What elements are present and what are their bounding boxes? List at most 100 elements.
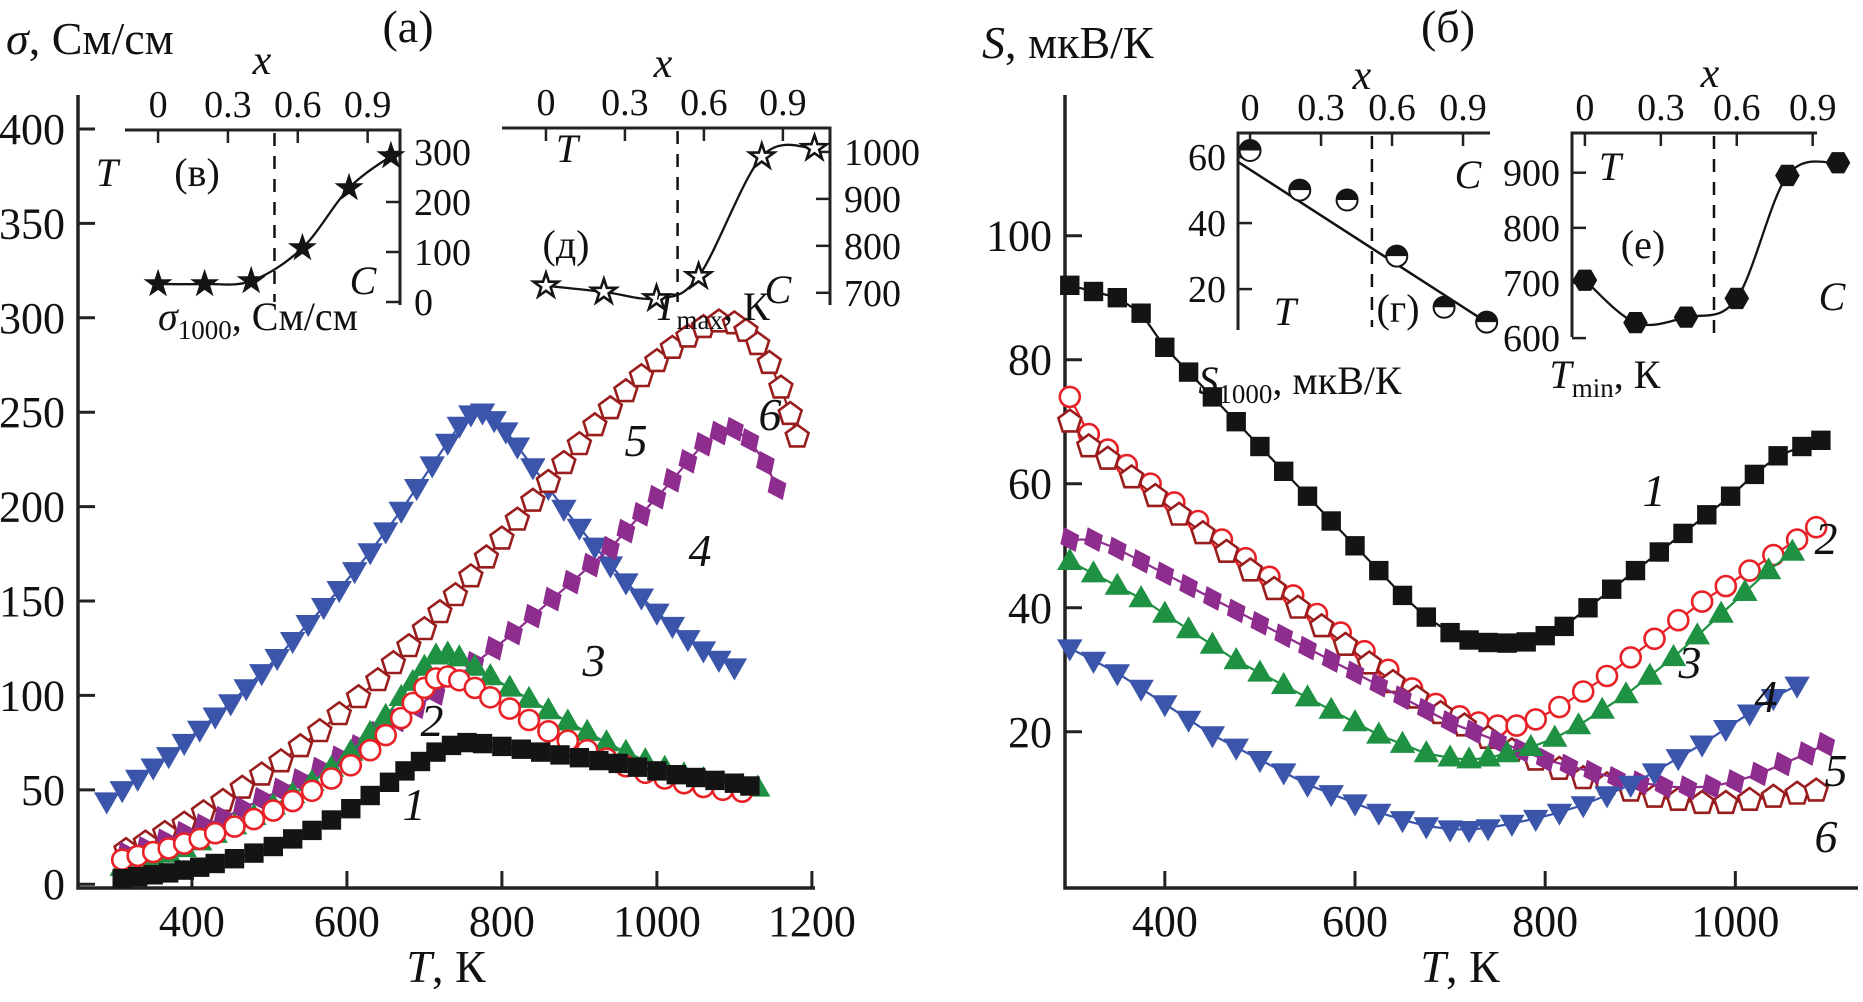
panel-b-ylabel-units: , мкВ/К — [1005, 17, 1154, 68]
inset-d: Tmax, К — [502, 126, 832, 335]
panel-a-ylabel-units: , См/см — [28, 13, 174, 64]
panel-a-x-tick: 1000 — [613, 897, 701, 946]
svg-text:100: 100 — [414, 232, 471, 274]
svg-text:700: 700 — [1503, 263, 1560, 305]
panel-b-xlabel-symbol: T — [1420, 941, 1446, 992]
svg-text:900: 900 — [844, 179, 901, 221]
svg-text:300: 300 — [414, 132, 471, 174]
svg-text:800: 800 — [844, 226, 901, 268]
panel-a-y-tick: 250 — [0, 388, 65, 437]
panel-b-series-2 — [1058, 385, 1828, 737]
panel-a-y-tick: 300 — [0, 294, 65, 343]
inset-d-x-tick: 0.6 — [680, 82, 728, 124]
inset-v-letter: (в) — [174, 150, 220, 195]
panel-a-y-tick: 400 — [0, 105, 65, 154]
curve-label-a-1: 1 — [403, 779, 426, 830]
panel-a-x-tick: 400 — [159, 897, 225, 946]
panel-a-series-4 — [93, 403, 748, 815]
inset-g-x-tick: 0 — [1241, 87, 1260, 129]
panel-a-y-tick: 100 — [0, 671, 65, 720]
inset-d-sub-label: Tmax, К — [654, 284, 770, 335]
curve-label-b-6: 6 — [1815, 811, 1838, 862]
panel-b-label: (б) — [1420, 1, 1476, 52]
panel-b-xlabel: T, К — [1420, 940, 1499, 993]
inset-e: Tmin, К — [1550, 131, 1851, 403]
panel-a-ylabel: σ, См/см — [6, 12, 174, 65]
panel-a-series-1 — [112, 732, 760, 889]
inset-e-x-title: x — [1700, 51, 1720, 97]
curve-label-a-5: 5 — [625, 415, 648, 466]
inset-d-x-title: x — [653, 41, 673, 87]
panel-b-series-1 — [1060, 275, 1831, 653]
svg-text:C: C — [765, 267, 793, 312]
svg-text:20: 20 — [1188, 269, 1226, 311]
curve-label-b-2: 2 — [1815, 513, 1838, 564]
inset-v-x-tick: 0.9 — [344, 84, 392, 126]
panel-b-series-5 — [1060, 527, 1836, 800]
panel-a-label: (а) — [382, 1, 434, 52]
inset-v-x-tick: 0.6 — [274, 84, 322, 126]
panel-b — [1056, 95, 1858, 890]
panel-b-xlabel-units: , К — [1445, 941, 1500, 992]
inset-e-sub-label: Tmin, К — [1550, 352, 1661, 403]
inset-e-letter: (е) — [1621, 222, 1665, 267]
panel-a-xlabel-units: , К — [431, 941, 486, 992]
curve-label-b-1: 1 — [1643, 465, 1666, 516]
inset-g-x-title: x — [1352, 53, 1372, 99]
inset-g-x-tick: 0.6 — [1368, 87, 1416, 129]
inset-d-x-tick: 0 — [536, 82, 555, 124]
panel-b-y-tick: 20 — [1008, 708, 1052, 757]
panel-a-y-tick: 350 — [0, 199, 65, 248]
inset-d-x-tick: 0.3 — [601, 82, 649, 124]
inset-v: σ1000, См/см — [125, 128, 406, 345]
inset-v-x-tick: 0.3 — [204, 84, 252, 126]
panel-a-xlabel: T, К — [406, 940, 485, 993]
panel-a-y-tick: 0 — [43, 860, 65, 909]
panel-b-x-tick: 600 — [1322, 897, 1388, 946]
curve-label-a-2: 2 — [421, 695, 444, 746]
curve-label-a-3: 3 — [582, 635, 606, 686]
svg-text:200: 200 — [414, 182, 471, 224]
curve-label-b-4: 4 — [1755, 671, 1778, 722]
inset-e-x-tick: 0.3 — [1637, 87, 1685, 129]
curve-label-b-3: 3 — [1678, 637, 1702, 688]
panel-b-x-tick: 1000 — [1691, 897, 1779, 946]
panel-a-ylabel-symbol: σ — [6, 13, 29, 64]
curve-label-a-4: 4 — [689, 525, 712, 576]
svg-text:900: 900 — [1503, 153, 1560, 195]
panel-a-x-tick: 800 — [469, 897, 535, 946]
panel-b-series-4 — [1057, 639, 1810, 844]
panel-a — [76, 95, 815, 890]
inset-v-x-tick: 0 — [149, 84, 168, 126]
svg-text:600: 600 — [1503, 318, 1560, 360]
svg-text:T: T — [1274, 289, 1299, 334]
inset-e-x-tick: 0.6 — [1713, 87, 1761, 129]
inset-v-x-title: x — [252, 38, 272, 84]
panel-a-y-tick: 150 — [0, 577, 65, 626]
panel-b-y-tick: 60 — [1008, 460, 1052, 509]
panel-b-y-tick: 100 — [986, 212, 1052, 261]
panel-b-x-tick: 800 — [1512, 897, 1578, 946]
panel-b-x-tick: 400 — [1132, 897, 1198, 946]
inset-g-letter: (г) — [1376, 286, 1419, 331]
panel-b-ylabel-symbol: S — [982, 17, 1005, 68]
curve-label-a-6: 6 — [759, 389, 782, 440]
inset-d-x-tick: 0.9 — [759, 82, 807, 124]
curve-label-b-5: 5 — [1825, 745, 1848, 796]
inset-v-sub-label: σ1000, См/см — [158, 294, 358, 345]
svg-text:0: 0 — [414, 282, 433, 324]
inset-g-x-tick: 0.9 — [1439, 87, 1487, 129]
svg-text:C: C — [1455, 152, 1483, 197]
panel-b-y-tick: 80 — [1008, 336, 1052, 385]
inset-e-x-tick: 0 — [1575, 87, 1594, 129]
panel-b-ylabel: S, мкВ/К — [982, 16, 1154, 69]
inset-g-sub-label: S1000, мкВ/К — [1198, 358, 1402, 409]
panel-a-xlabel-symbol: T — [406, 941, 432, 992]
svg-text:800: 800 — [1503, 208, 1560, 250]
svg-text:T: T — [556, 126, 581, 171]
panel-a-y-tick: 50 — [21, 766, 65, 815]
inset-e-x-tick: 0.9 — [1789, 87, 1837, 129]
inset-g: S1000, мкВ/К — [1198, 131, 1499, 409]
svg-text:60: 60 — [1188, 137, 1226, 179]
